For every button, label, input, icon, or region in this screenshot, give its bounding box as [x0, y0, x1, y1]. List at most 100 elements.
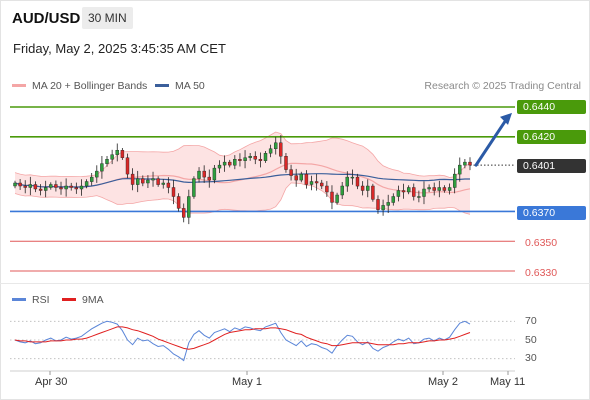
legend-bollinger: MA 20 + Bollinger Bands — [12, 80, 147, 92]
x-label-may1: May 1 — [232, 376, 262, 388]
candle-down — [284, 155, 288, 170]
candle-up — [299, 173, 303, 181]
candle-up — [274, 142, 278, 150]
candle-up — [243, 157, 247, 161]
ma50-line — [14, 173, 470, 188]
candle-up — [340, 185, 344, 196]
candle-up — [192, 178, 196, 197]
candle-up — [309, 181, 314, 185]
9ma-swatch — [62, 297, 76, 301]
candle-up — [396, 190, 401, 197]
candle-up — [263, 152, 268, 161]
candle-up — [28, 184, 32, 188]
candle-down — [69, 185, 73, 188]
legend-rsi: RSI — [12, 294, 50, 306]
legend-ma50-label: MA 50 — [175, 80, 205, 92]
candle-down — [38, 188, 43, 191]
bollinger-upper-line — [14, 131, 471, 178]
candle-down — [360, 185, 365, 191]
candle-down — [120, 149, 125, 158]
candle-down — [325, 185, 329, 193]
legend-bollinger-label: MA 20 + Bollinger Bands — [32, 80, 148, 92]
candle-down — [314, 181, 319, 184]
candle-up — [212, 167, 217, 181]
candle-up — [105, 158, 109, 164]
candle-up — [100, 163, 104, 172]
candle-down — [238, 158, 242, 161]
ma50-swatch — [155, 83, 169, 87]
candle-up — [187, 196, 191, 218]
candle-down — [289, 169, 293, 176]
candle-up — [89, 176, 94, 182]
candle-up — [13, 182, 17, 187]
rsi-swatch — [12, 297, 26, 301]
candle-down — [376, 199, 380, 210]
level-label-0-6330: 0.6330 — [525, 267, 558, 279]
timeframe-badge[interactable]: 30 MIN — [82, 7, 133, 29]
candle-down — [181, 208, 186, 218]
candle-down — [432, 187, 436, 191]
candle-down — [74, 187, 79, 190]
candle-down — [330, 191, 334, 203]
rsi-9ma-line — [14, 326, 471, 350]
candle-up — [161, 182, 166, 185]
candle-up — [381, 205, 385, 211]
candle-down — [227, 161, 232, 166]
candle-up — [110, 154, 114, 160]
rsi-tick-30: 30 — [525, 352, 537, 364]
chart-header: AUD/USD 30 MIN — [0, 0, 590, 34]
candle-up — [437, 187, 441, 191]
forecast-arrow-head — [500, 112, 512, 125]
candle-down — [156, 178, 160, 185]
candle-up — [463, 161, 467, 166]
candle-up — [345, 176, 349, 187]
candle-up — [197, 170, 201, 179]
bollinger-band-fill — [15, 132, 470, 215]
candle-down — [141, 178, 145, 184]
candle-up — [350, 176, 355, 179]
credit-text: Research © 2025 Trading Central — [424, 80, 581, 92]
rsi-tick-70: 70 — [525, 315, 537, 327]
candle-down — [468, 161, 472, 166]
candle-up — [146, 179, 150, 184]
candle-down — [125, 157, 130, 175]
level-tag-0-6440: 0.6440 — [517, 100, 586, 114]
x-label-apr30: Apr 30 — [35, 376, 68, 388]
candle-up — [49, 184, 53, 188]
candle-up — [422, 188, 426, 197]
candle-up — [135, 178, 140, 185]
candle-up — [366, 185, 370, 191]
candle-down — [442, 187, 447, 191]
candle-up — [391, 196, 395, 203]
candle-down — [371, 185, 375, 200]
candle-up — [268, 148, 273, 154]
candle-up — [222, 161, 227, 166]
level-tag-0-6420: 0.6420 — [517, 130, 586, 144]
candle-down — [202, 170, 206, 178]
candle-up — [335, 194, 339, 203]
candle-down — [171, 187, 176, 197]
timestamp: Friday, May 2, 2025 3:45:35 AM CET — [13, 41, 226, 56]
legend-9ma: 9MA — [62, 294, 104, 306]
candle-down — [207, 176, 212, 181]
candle-up — [407, 187, 411, 193]
level-label-0-6350: 0.6350 — [525, 237, 558, 249]
candle-up — [386, 202, 390, 206]
candle-up — [453, 173, 457, 188]
x-label-may11: May 11 — [490, 376, 526, 388]
candle-down — [176, 196, 181, 209]
x-label-may2: May 2 — [428, 376, 458, 388]
candle-down — [130, 173, 135, 185]
candle-down — [304, 173, 309, 185]
candle-up — [458, 164, 462, 175]
candle-up — [427, 187, 431, 190]
panel-separator — [0, 283, 590, 284]
legend-9ma-label: 9MA — [82, 294, 104, 306]
candle-down — [23, 185, 27, 188]
candle-down — [59, 187, 63, 190]
last-price-tag: 0.6401 — [517, 159, 586, 173]
candle-up — [417, 196, 421, 198]
candle-up — [248, 155, 252, 158]
candle-down — [18, 182, 22, 187]
